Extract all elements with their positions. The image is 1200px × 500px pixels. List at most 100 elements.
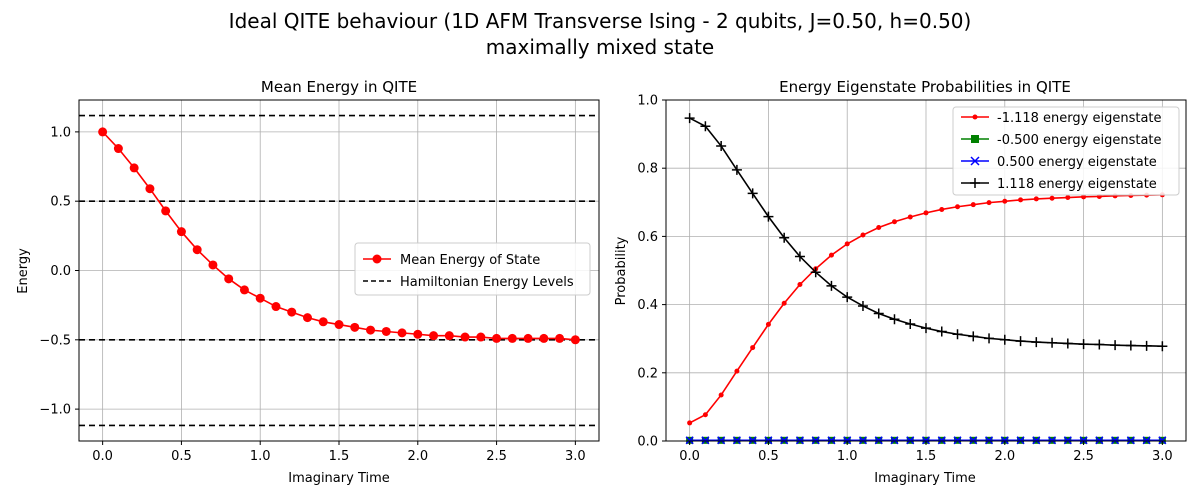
x-tick-label: 2.5 bbox=[1073, 449, 1094, 464]
probability-chart-legend: -1.118 energy eigenstate -0.500 energy e… bbox=[952, 106, 1180, 196]
series-3-point bbox=[857, 300, 868, 311]
series-3-point bbox=[747, 188, 758, 199]
series-0-point bbox=[781, 300, 787, 306]
series-0-point bbox=[397, 328, 407, 338]
series-0-point bbox=[797, 281, 803, 287]
series-0-point bbox=[734, 368, 740, 374]
series-0-point bbox=[718, 392, 724, 398]
x-tick-label: 0.0 bbox=[679, 449, 700, 464]
series-0-point bbox=[366, 325, 376, 335]
series-3-point bbox=[1141, 340, 1152, 351]
series-0 bbox=[98, 127, 580, 345]
series-0-point bbox=[570, 335, 580, 345]
series-0-point bbox=[460, 332, 470, 342]
prob-legend-marker-1 bbox=[971, 135, 979, 143]
series-3-point bbox=[999, 334, 1010, 345]
energy-chart-panel: 0.0 0.5 1.0 1.5 2.0 2.5 3.0 1.0 0.5 0.0 −0.5 −1.0 M… bbox=[16, 78, 600, 486]
series-3-point bbox=[968, 331, 979, 342]
probability-chart-ticks: 0.0 0.5 1.0 1.5 2.0 2.5 3.0 0.0 0.2 0.4 0.6 0.8 1.0 bbox=[637, 94, 1172, 465]
series-0-point bbox=[1065, 195, 1071, 201]
series-2-point bbox=[717, 436, 726, 445]
series-0-point bbox=[287, 307, 297, 317]
series-3-point bbox=[731, 164, 742, 175]
series-3-point bbox=[826, 280, 837, 291]
series-3-point bbox=[984, 333, 995, 344]
series-0-point bbox=[970, 202, 976, 208]
x-tick-label: 1.5 bbox=[916, 449, 937, 464]
series-2-point bbox=[827, 436, 836, 445]
series-2-point bbox=[1016, 436, 1025, 445]
series-3-point bbox=[889, 314, 900, 325]
series-0-point bbox=[555, 333, 565, 343]
y-tick-label: −1.0 bbox=[39, 403, 71, 418]
series-0-point bbox=[113, 144, 123, 154]
series-0-point bbox=[239, 285, 249, 295]
series-3-point bbox=[1031, 337, 1042, 348]
x-tick-label: 2.0 bbox=[994, 449, 1015, 464]
series-0-point bbox=[1002, 198, 1008, 204]
energy-legend-marker-mean bbox=[372, 254, 382, 264]
y-tick-label: 0.0 bbox=[50, 264, 71, 279]
x-tick-label: 0.0 bbox=[92, 449, 113, 464]
series-3-point bbox=[921, 323, 931, 334]
series-2 bbox=[685, 436, 1167, 445]
series-0-point bbox=[350, 322, 360, 332]
series-3-point bbox=[779, 232, 790, 243]
series-2-point bbox=[1063, 436, 1072, 445]
energy-legend-label-levels: Hamiltonian Energy Levels bbox=[400, 275, 574, 290]
series-0-point bbox=[923, 210, 929, 216]
series-0-point bbox=[476, 332, 486, 342]
series-3 bbox=[684, 113, 1168, 352]
series-3-point bbox=[1015, 336, 1026, 347]
series-3-point bbox=[1094, 339, 1105, 350]
series-0-point bbox=[224, 274, 234, 284]
series-0-point bbox=[98, 127, 108, 137]
series-0-point bbox=[413, 329, 423, 339]
series-2-point bbox=[890, 436, 899, 445]
series-0-point bbox=[129, 163, 139, 173]
y-tick-label: 0.2 bbox=[637, 366, 658, 381]
series-2-point bbox=[1142, 436, 1151, 445]
series-3-point bbox=[1062, 338, 1073, 349]
series-0-point bbox=[955, 204, 961, 210]
series-2-point bbox=[1095, 436, 1104, 445]
series-0-point bbox=[192, 245, 202, 255]
series-0-point bbox=[939, 206, 945, 212]
x-tick-label: 3.0 bbox=[565, 449, 586, 464]
series-2-point bbox=[685, 436, 694, 445]
series-0-point bbox=[1018, 197, 1024, 203]
y-tick-label: 0.0 bbox=[637, 435, 658, 450]
y-tick-label: 0.5 bbox=[50, 195, 71, 210]
series-0-point bbox=[523, 333, 533, 343]
series-2-point bbox=[701, 436, 710, 445]
series-0-point bbox=[255, 293, 265, 303]
series-2-point bbox=[1126, 436, 1135, 445]
figure-title-line2: maximally mixed state bbox=[486, 35, 714, 59]
series-2-point bbox=[1079, 436, 1088, 445]
series-3-point bbox=[1047, 337, 1058, 348]
series-3-point bbox=[794, 251, 805, 262]
prob-legend-box bbox=[952, 106, 1180, 196]
energy-legend-label-mean: Mean Energy of State bbox=[400, 253, 540, 268]
series-3-point bbox=[1078, 339, 1089, 350]
series-0-point bbox=[891, 219, 897, 225]
series-2-point bbox=[843, 436, 852, 445]
x-tick-label: 0.5 bbox=[758, 449, 779, 464]
y-tick-label: 0.6 bbox=[637, 230, 658, 245]
energy-chart-legend: Mean Energy of State Hamiltonian Energy … bbox=[354, 242, 591, 296]
series-3-point bbox=[952, 329, 963, 340]
series-0-point bbox=[907, 214, 913, 220]
y-tick-label: 0.4 bbox=[637, 298, 658, 313]
series-2-point bbox=[811, 436, 820, 445]
probability-chart-panel: 0.0 0.5 1.0 1.5 2.0 2.5 3.00.00.20.40.60.81.0 … bbox=[614, 78, 1187, 486]
energy-chart-ylabel: Energy bbox=[16, 248, 31, 294]
prob-legend-label-2: 0.500 energy eigenstate bbox=[997, 155, 1157, 170]
series-3-point bbox=[810, 267, 821, 278]
series-0-point bbox=[702, 412, 708, 418]
series-0-point bbox=[302, 313, 312, 323]
series-0-point bbox=[334, 320, 344, 330]
series-2-point bbox=[1000, 436, 1009, 445]
series-2-point bbox=[984, 436, 994, 445]
x-tick-label: 1.0 bbox=[837, 449, 858, 464]
x-tick-label: 3.0 bbox=[1152, 449, 1173, 464]
